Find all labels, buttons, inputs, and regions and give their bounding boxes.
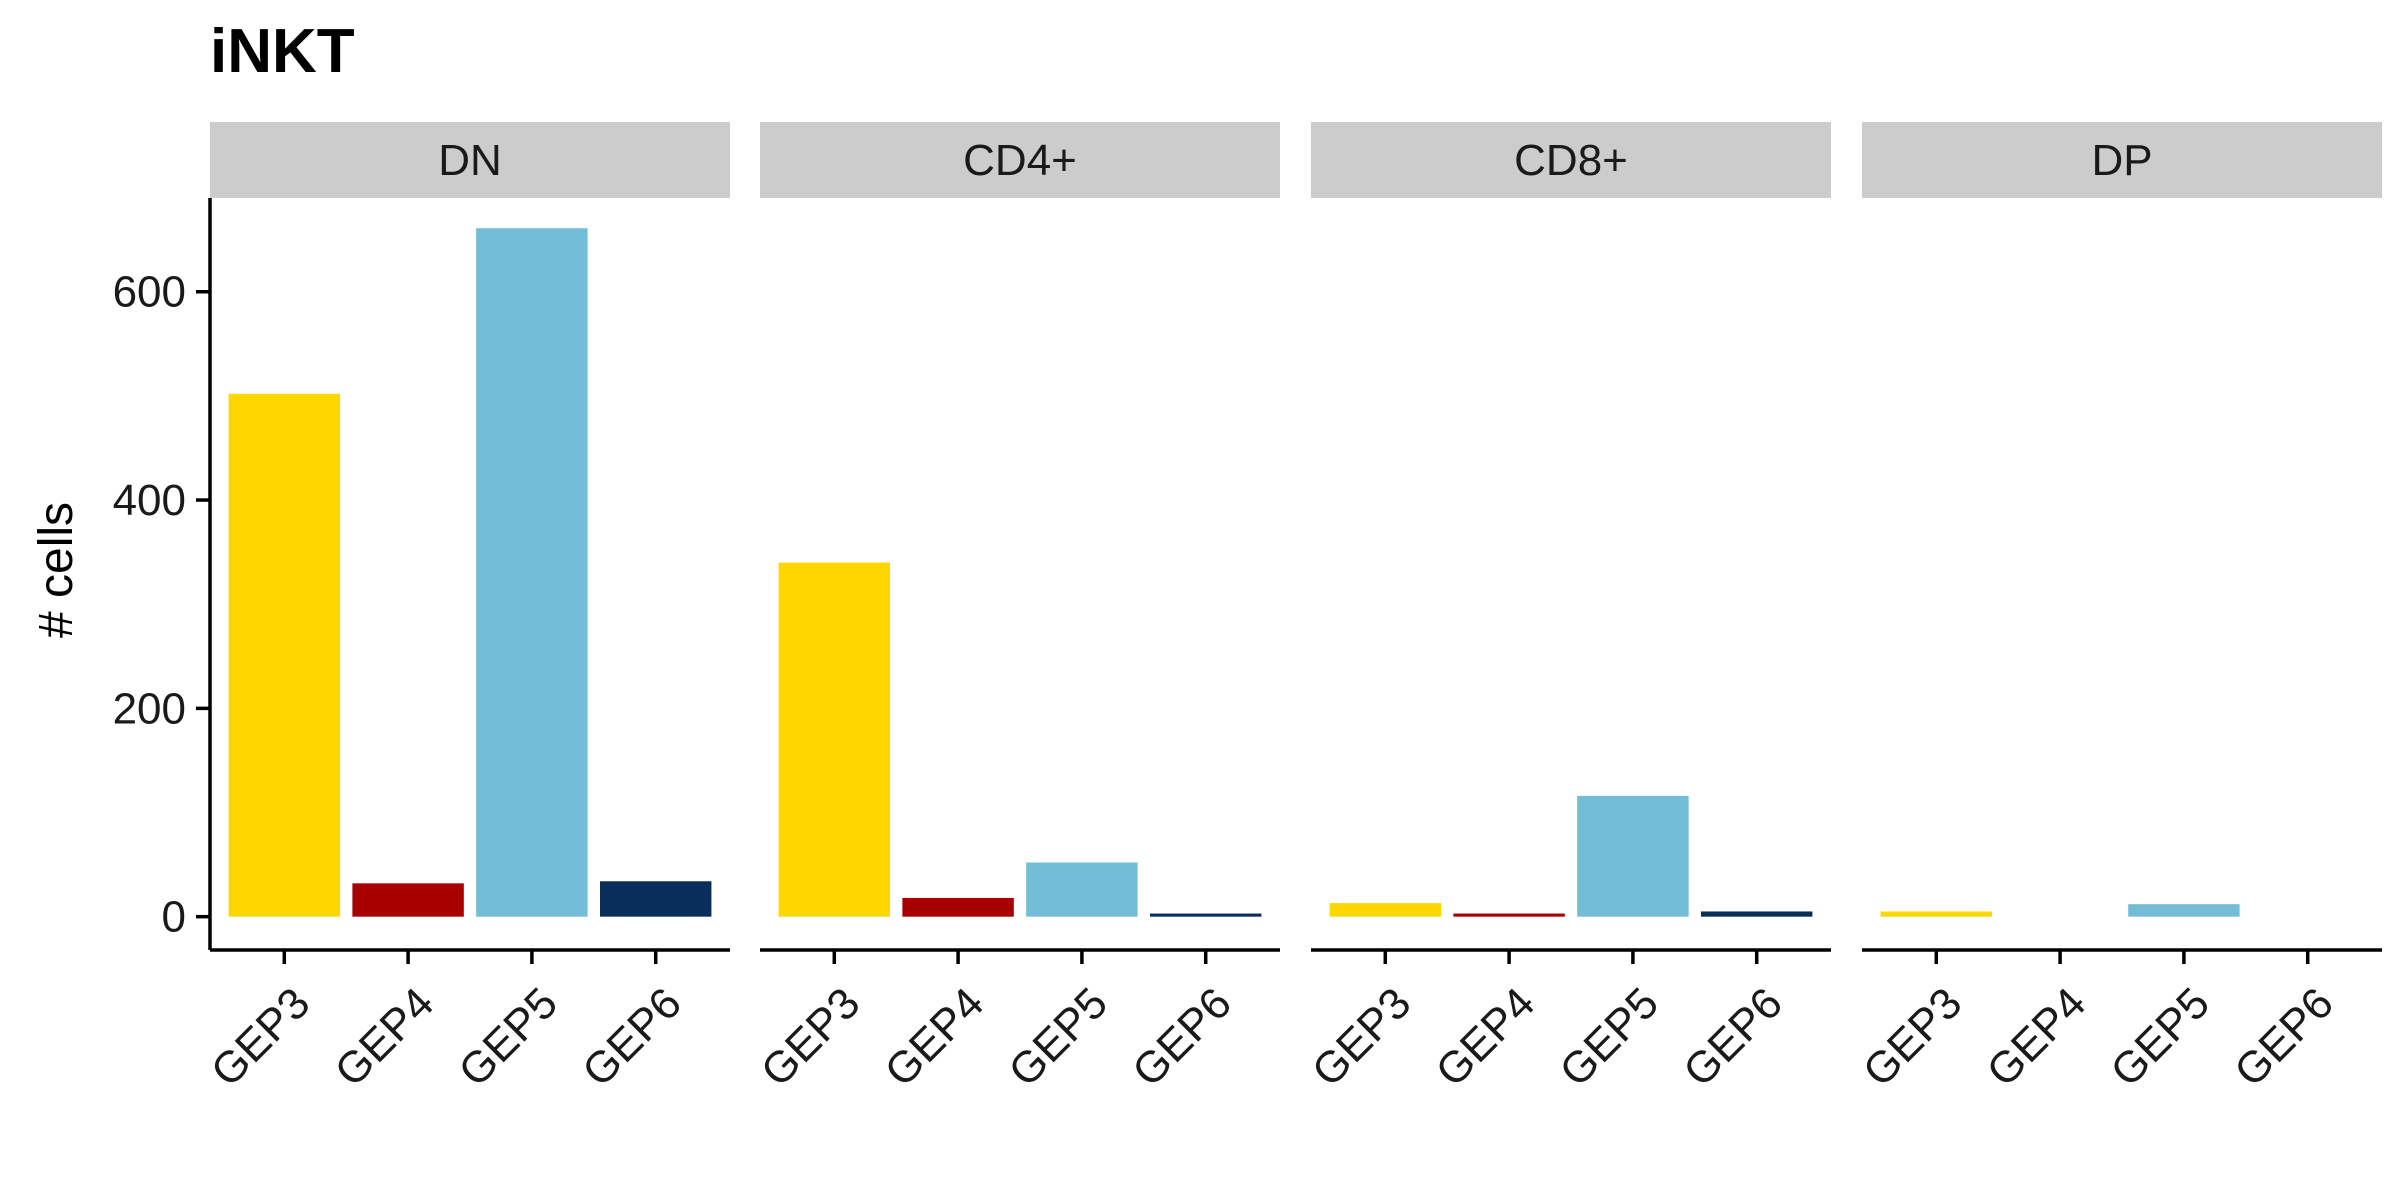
facet-panel-2: CD8+ GEP3 GEP4 GEP5 GEP6 (1303, 122, 1831, 1096)
y-tick-label: 200 (113, 684, 186, 733)
x-tick-label: GEP6 (1674, 978, 1792, 1096)
bar-gep3 (228, 393, 340, 917)
x-tick-label: GEP5 (999, 978, 1117, 1096)
y-tick-label: 600 (113, 268, 186, 317)
x-tick-label: GEP3 (202, 978, 320, 1096)
x-tick-label: GEP6 (2225, 978, 2343, 1096)
facet-panel-0: DN GEP3 GEP4 GEP5 GEP6 0 200 400 600 (113, 122, 730, 1096)
x-tick-label: GEP5 (449, 978, 567, 1096)
x-tick-label: GEP3 (1854, 978, 1972, 1096)
bar-gep6 (600, 881, 712, 917)
y-tick-label: 0 (162, 893, 186, 942)
x-tick-label: GEP6 (573, 978, 691, 1096)
bar-gep3 (1880, 911, 1992, 917)
bar-gep5 (1026, 862, 1138, 917)
facet-panel-1: CD4+ GEP3 GEP4 GEP5 GEP6 (752, 122, 1280, 1096)
y-tick-label: 400 (113, 476, 186, 525)
bar-gep4 (352, 883, 464, 917)
bar-gep5 (2128, 904, 2240, 917)
facet-strip-label: CD8+ (1514, 136, 1628, 185)
x-tick-label: GEP4 (1427, 978, 1545, 1096)
bar-gep4 (902, 897, 1014, 917)
bar-gep3 (778, 562, 890, 917)
facet-strip-label: DP (2091, 136, 2152, 185)
facet-strip (210, 122, 730, 198)
facet-strip-label: CD4+ (963, 136, 1077, 185)
bar-gep6 (1701, 911, 1813, 917)
x-tick-label: GEP3 (1303, 978, 1421, 1096)
x-tick-label: GEP4 (1978, 978, 2096, 1096)
chart-title: iNKT (210, 17, 355, 86)
y-axis-title: # cells (30, 502, 83, 638)
bar-gep5 (476, 228, 588, 917)
bar-gep4 (1453, 913, 1565, 917)
facet-panel-3: DP GEP3 GEP4 GEP5 GEP6 (1854, 122, 2382, 1096)
x-tick-label: GEP5 (1550, 978, 1668, 1096)
facet-strip (760, 122, 1280, 198)
x-tick-label: GEP4 (326, 978, 444, 1096)
x-tick-label: GEP5 (2101, 978, 2219, 1096)
facet-strip (1862, 122, 2382, 198)
bar-gep5 (1577, 795, 1689, 917)
bar-gep3 (1329, 903, 1441, 917)
x-tick-label: GEP4 (876, 978, 994, 1096)
facet-strip-label: DN (438, 136, 502, 185)
x-tick-label: GEP3 (752, 978, 870, 1096)
x-tick-label: GEP6 (1123, 978, 1241, 1096)
bar-gep6 (1150, 913, 1262, 917)
facet-strip (1311, 122, 1831, 198)
